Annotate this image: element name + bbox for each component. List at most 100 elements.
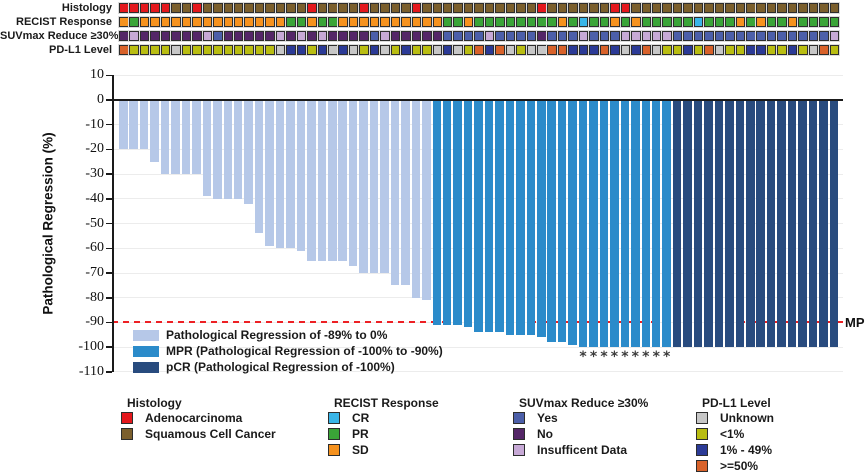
annotation-cell-pdl1 — [474, 45, 484, 55]
plot-legend-swatch-mpr — [133, 346, 159, 357]
annotation-cell-suvmax — [453, 31, 463, 41]
annotation-cell-recist — [610, 17, 620, 27]
annotation-cell-recist — [213, 17, 223, 27]
waterfall-bar — [766, 101, 776, 348]
annotation-cell-suvmax — [233, 31, 244, 41]
annotation-cell-pdl1 — [348, 45, 359, 55]
annotation-cell-recist — [369, 17, 380, 27]
annotation-cell-suvmax — [348, 31, 359, 41]
annotation-cell-pdl1 — [756, 45, 766, 55]
waterfall-bar — [693, 101, 703, 348]
annotation-cell-recist — [641, 17, 651, 27]
annotation-cell-suvmax — [265, 31, 275, 41]
annotation-cell-histology — [714, 3, 725, 13]
annotation-cell-recist — [651, 17, 662, 27]
annotation-cell-pdl1 — [777, 45, 787, 55]
annotation-cell-suvmax — [380, 31, 390, 41]
annotation-cell-suvmax — [714, 31, 725, 41]
annotation-cell-recist — [662, 17, 672, 27]
annotation-cell-histology — [798, 3, 808, 13]
asterisk-marker: * — [600, 349, 608, 365]
annotation-cell-recist — [599, 17, 610, 27]
annotation-cell-pdl1 — [725, 45, 735, 55]
annotation-cell-recist — [766, 17, 777, 27]
annotation-cell-histology — [683, 3, 693, 13]
annotation-cell-recist — [442, 17, 453, 27]
annotation-cell-recist — [453, 17, 463, 27]
annotation-cell-suvmax — [683, 31, 693, 41]
legend-swatch — [513, 412, 525, 424]
waterfall-bar — [787, 101, 797, 348]
annotation-cell-suvmax — [171, 31, 181, 41]
annotation-cell-suvmax — [557, 31, 568, 41]
annotation-cell-histology — [725, 3, 735, 13]
legend-item-label: Adenocarcinoma — [145, 411, 243, 425]
waterfall-bar — [192, 101, 201, 175]
annotation-cell-pdl1 — [328, 45, 338, 55]
annotation-cell-pdl1 — [610, 45, 620, 55]
annotation-cell-recist — [202, 17, 213, 27]
annotation-cell-histology — [746, 3, 756, 13]
y-tick — [106, 123, 112, 126]
annotation-cell-recist — [348, 17, 359, 27]
annotation-cell-pdl1 — [547, 45, 557, 55]
annotation-cell-recist — [547, 17, 557, 27]
y-tick — [106, 148, 112, 151]
annotation-cell-suvmax — [150, 31, 160, 41]
waterfall-bar — [390, 101, 400, 286]
annotation-cell-histology — [537, 3, 547, 13]
waterfall-bar — [244, 101, 253, 204]
annotation-cell-pdl1 — [307, 45, 317, 55]
annotation-cell-recist — [150, 17, 160, 27]
annotation-cell-recist — [537, 17, 547, 27]
waterfall-bar — [484, 101, 494, 333]
annotation-cell-suvmax — [808, 31, 819, 41]
annotation-cell-histology — [578, 3, 589, 13]
legend-swatch — [696, 444, 708, 456]
annotation-cell-histology — [160, 3, 171, 13]
waterfall-bar — [202, 101, 212, 197]
legend-group-title: Histology — [127, 396, 182, 410]
waterfall-bar — [746, 101, 755, 348]
annotation-cell-histology — [432, 3, 442, 13]
annotation-cell-suvmax — [829, 31, 840, 41]
annotation-cell-histology — [495, 3, 505, 13]
annotation-cell-suvmax — [401, 31, 411, 41]
annotation-cell-suvmax — [662, 31, 672, 41]
annotation-cell-suvmax — [139, 31, 150, 41]
asterisk-marker: * — [652, 349, 660, 365]
annotation-cell-pdl1 — [819, 45, 829, 55]
gridline — [112, 346, 843, 348]
waterfall-bar — [213, 101, 222, 199]
annotation-cell-recist — [233, 17, 244, 27]
waterfall-bar — [233, 101, 243, 199]
waterfall-bar — [620, 101, 630, 348]
annotation-cell-suvmax — [432, 31, 442, 41]
legend-item-label: Yes — [537, 411, 558, 425]
waterfall-bar — [442, 101, 452, 325]
annotation-cell-recist — [495, 17, 505, 27]
annotation-cell-recist — [516, 17, 526, 27]
waterfall-bar — [181, 101, 191, 175]
waterfall-bar — [516, 101, 525, 335]
y-tick — [106, 297, 112, 299]
annotation-cell-histology — [119, 3, 129, 13]
annotation-cell-histology — [139, 3, 150, 13]
waterfall-bar — [547, 101, 556, 343]
annotation-cell-pdl1 — [746, 45, 756, 55]
waterfall-bar — [578, 101, 588, 348]
annotation-cell-recist — [401, 17, 411, 27]
annotation-cell-suvmax — [422, 31, 432, 41]
annotation-cell-histology — [568, 3, 578, 13]
legend-swatch — [696, 428, 708, 440]
annotation-cell-pdl1 — [453, 45, 463, 55]
y-axis-title: Pathological Regression (%) — [40, 132, 56, 315]
annotation-cell-recist — [756, 17, 766, 27]
waterfall-bar — [495, 101, 504, 333]
annotation-cell-pdl1 — [766, 45, 777, 55]
annotation-cell-pdl1 — [641, 45, 651, 55]
annotation-cell-histology — [505, 3, 516, 13]
annotation-cell-pdl1 — [798, 45, 808, 55]
annotation-cell-recist — [422, 17, 432, 27]
annotation-cell-histology — [192, 3, 202, 13]
